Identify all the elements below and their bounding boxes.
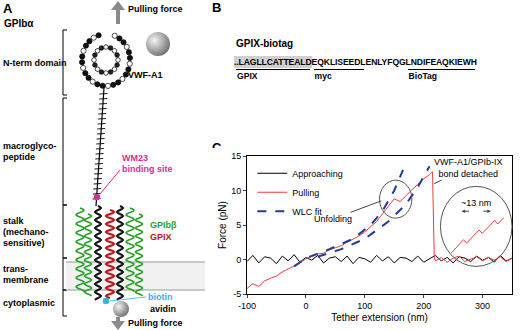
svg-text:Pulling force: Pulling force [128, 4, 183, 14]
svg-text:A: A [3, 1, 13, 16]
html-text:myc: myc [314, 71, 332, 81]
svg-text:0: 0 [236, 255, 241, 265]
svg-text:GPIbα: GPIbα [4, 18, 34, 29]
svg-text:GPIbβ: GPIbβ [150, 220, 177, 230]
svg-text:0: 0 [303, 301, 308, 311]
svg-text:Pulling: Pulling [292, 188, 319, 198]
svg-text:macroglyco-: macroglyco- [3, 141, 57, 151]
html-text:B: B [212, 0, 222, 15]
svg-text:stalk: stalk [3, 216, 25, 226]
svg-text:binding site: binding site [122, 164, 173, 174]
html-text:GPIX: GPIX [237, 71, 258, 81]
svg-text:-5: -5 [233, 289, 241, 299]
svg-text:WM23: WM23 [122, 153, 148, 163]
svg-text:5: 5 [236, 220, 241, 230]
svg-text:Approaching: Approaching [292, 169, 343, 179]
svg-text:membrane: membrane [3, 275, 49, 285]
svg-text:~13 nm: ~13 nm [461, 198, 491, 208]
svg-text:(mechano-: (mechano- [3, 227, 49, 237]
html-text:GPIX-biotag: GPIX-biotag [236, 38, 294, 49]
html-text:..LAGLLCATTEALD: ..LAGLLCATTEALD [234, 57, 312, 67]
svg-text:100: 100 [357, 301, 372, 311]
svg-text:VWF-A1/GPIb-IXbond detached: VWF-A1/GPIb-IXbond detached [434, 157, 503, 179]
svg-text:peptide: peptide [3, 152, 35, 162]
svg-text:300: 300 [475, 301, 490, 311]
svg-text:avidin: avidin [150, 304, 176, 314]
svg-text:200: 200 [416, 301, 431, 311]
html-text:BioTag: BioTag [408, 71, 438, 81]
svg-text:Unfolding: Unfolding [314, 214, 352, 224]
svg-text:GPIX: GPIX [150, 232, 172, 242]
svg-text:15: 15 [231, 151, 241, 161]
svg-text:Pulling force: Pulling force [128, 318, 183, 328]
svg-text:Force (pN): Force (pN) [217, 201, 228, 249]
html-text:EQKLISEEDL: EQKLISEEDL [311, 57, 366, 67]
svg-text:10: 10 [231, 186, 241, 196]
svg-text:WLC fit: WLC fit [292, 207, 322, 217]
html-text:C: C [212, 140, 222, 155]
html-text:ENLYFQG LNDIFEAQKIEWH: ENLYFQG LNDIFEAQKIEWH [365, 57, 477, 67]
svg-text:N-term domain: N-term domain [3, 58, 67, 68]
svg-text:cytoplasmic: cytoplasmic [3, 298, 55, 308]
svg-text:-100: -100 [238, 301, 256, 311]
svg-text:trans-: trans- [3, 264, 28, 274]
svg-text:Tether extension (nm): Tether extension (nm) [331, 312, 428, 323]
svg-text:VWF-A1: VWF-A1 [128, 70, 163, 80]
svg-text:sensitive): sensitive) [3, 238, 45, 248]
svg-text:biotin: biotin [148, 292, 173, 302]
